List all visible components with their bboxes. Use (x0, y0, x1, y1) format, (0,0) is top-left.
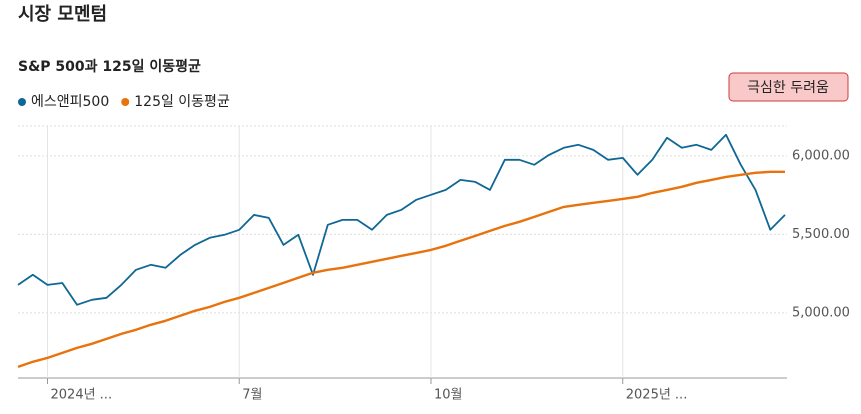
legend-label: 에스앤피500 (31, 94, 109, 110)
series-line (17, 133, 786, 306)
y-tick-label: 5,500.00 (792, 227, 850, 242)
x-tick-label: 2025년 ... (626, 388, 688, 403)
series-line (17, 170, 785, 369)
badge: 극심한 두려움 (747, 80, 829, 96)
x-tick-label: 2024년 ... (51, 388, 113, 403)
x-tick-label: 7월 (242, 388, 262, 403)
legend-label: 125일 이동평균 (134, 94, 230, 110)
y-tick-label: 6,000.00 (792, 148, 850, 163)
page-title: 시장 모멘텀 (18, 4, 107, 25)
badge-box (728, 72, 849, 102)
chart-title: S&P 500과 125일 이동평균 (18, 58, 201, 75)
legend-marker (18, 98, 26, 106)
x-tick-label: 10월 (434, 388, 463, 403)
legend-marker (121, 98, 130, 106)
y-tick-label: 5,000.00 (792, 305, 850, 320)
